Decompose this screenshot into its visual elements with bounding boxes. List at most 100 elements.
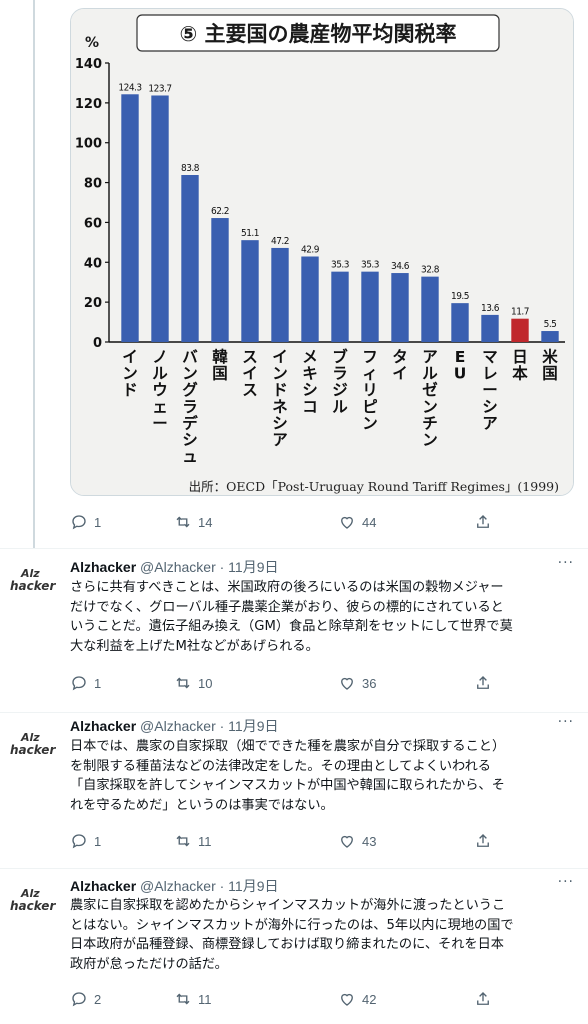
bar-1 xyxy=(151,95,169,342)
bar-value-label: 47.2 xyxy=(271,236,289,247)
tweet-text: さらに共有すべきことは、米国政府の後ろにいるのは米国の穀物メジャー だけでなく、… xyxy=(70,578,576,656)
author-handle-date[interactable]: @Alzhacker · 11月9日 xyxy=(140,559,279,575)
avatar[interactable]: Alz hacker xyxy=(8,730,60,774)
avatar-text-top: Alz xyxy=(21,731,40,744)
like-button[interactable]: 36 xyxy=(338,671,376,695)
author-name[interactable]: Alzhacker xyxy=(70,878,137,894)
tweet-text-line: 日本では、農家の自家採取（畑でできた種を農家が自分で採取すること） xyxy=(70,739,506,754)
like-button[interactable]: 44 xyxy=(338,510,376,534)
reply-count: 2 xyxy=(94,991,102,1007)
category-label: ノルウェー xyxy=(152,348,168,432)
bar-value-label: 11.7 xyxy=(511,307,529,318)
reply-icon xyxy=(72,676,86,691)
bar-11 xyxy=(451,303,469,342)
tweet-actions: 1 11 43 xyxy=(70,829,500,853)
tweet-text-line: 農家に自家採取を認めたからシャインマスカットが海外に渡ったというこ xyxy=(70,898,506,913)
reply-count: 1 xyxy=(94,675,102,691)
retweet-button[interactable]: 11 xyxy=(174,987,212,1011)
bar-value-label: 34.6 xyxy=(391,261,410,272)
category-label: インド xyxy=(122,348,138,399)
reply-button[interactable]: 2 xyxy=(70,987,101,1011)
tweet-divider xyxy=(0,868,588,869)
author-name[interactable]: Alzhacker xyxy=(70,559,137,575)
tweet-item[interactable]: Alz hacker Alzhacker @Alzhacker · 11月9日 … xyxy=(0,868,588,1024)
category-label: タイ xyxy=(392,348,408,383)
avatar[interactable]: Alz hacker xyxy=(8,566,60,610)
chart-source-note: 出所：OECD「Post-Uruguay Round Tariff Regime… xyxy=(189,479,559,494)
share-icon xyxy=(477,676,489,689)
y-tick-label: 60 xyxy=(84,216,102,231)
bar-5 xyxy=(271,247,289,342)
bar-value-label: 19.5 xyxy=(451,291,469,302)
bar-value-label: 35.3 xyxy=(361,260,379,271)
bar-value-label: 124.3 xyxy=(118,82,141,93)
share-icon xyxy=(477,834,489,847)
y-axis-unit-label: % xyxy=(85,35,99,51)
avatar-text-bottom: hacker xyxy=(10,899,56,913)
bar-value-label: 123.7 xyxy=(148,83,171,94)
bar-0 xyxy=(121,94,139,342)
author-name[interactable]: Alzhacker xyxy=(70,718,137,734)
tweet-text-line: 大な利益を上げたM社などがあげられる。 xyxy=(70,638,319,654)
reply-button[interactable]: 1 xyxy=(70,829,101,853)
retweet-button[interactable]: 14 xyxy=(174,510,212,534)
more-options-button[interactable]: ··· xyxy=(557,714,574,730)
tweet-header: Alzhacker @Alzhacker · 11月9日 xyxy=(70,716,279,736)
share-button[interactable] xyxy=(474,987,492,1011)
category-label: インドネシア xyxy=(272,348,288,449)
bar-10 xyxy=(421,276,439,342)
share-button[interactable] xyxy=(474,671,492,695)
tweet-actions: 1 14 44 xyxy=(70,510,500,534)
tweet-text-line: だけでなく、グローバル種子農薬企業がおり、彼らの標的にされていると xyxy=(70,599,504,615)
tweet-media-chart[interactable]: ⑤ 主要国の農産物平均関税率 % 0 20 40 60 80 100 120 140 124.… xyxy=(70,8,574,496)
retweet-icon xyxy=(176,835,190,847)
tweet-text: 農家に自家採取を認めたからシャインマスカットが海外に渡ったというこ とはない。シ… xyxy=(70,896,576,974)
bar-12 xyxy=(481,314,499,342)
retweet-button[interactable]: 11 xyxy=(174,829,212,853)
more-options-button[interactable]: ··· xyxy=(557,874,574,890)
share-button[interactable] xyxy=(474,510,492,534)
avatar[interactable]: Alz hacker xyxy=(8,886,60,930)
retweet-icon xyxy=(176,993,190,1005)
retweet-icon xyxy=(176,516,190,528)
like-count: 43 xyxy=(362,833,377,849)
avatar-text-top: Alz xyxy=(21,887,40,900)
retweet-count: 11 xyxy=(198,833,212,849)
avatar-text-top: Alz xyxy=(21,567,40,580)
bar-6 xyxy=(301,256,319,342)
y-tick-label: 100 xyxy=(75,137,102,152)
like-button[interactable]: 42 xyxy=(338,987,376,1011)
tweet-divider xyxy=(0,548,588,549)
more-options-button[interactable]: ··· xyxy=(557,555,574,571)
chart-title-box xyxy=(136,14,500,52)
retweet-count: 14 xyxy=(198,514,213,530)
category-label: バングラデシュ xyxy=(182,348,198,466)
author-handle-date[interactable]: @Alzhacker · 11月9日 xyxy=(140,718,279,734)
retweet-button[interactable]: 10 xyxy=(174,671,212,695)
category-label: スイス xyxy=(242,348,258,399)
tweet-text-line: いうことだ。遺伝子組み換え（GM）食品と除草剤をセットにして世界で莫 xyxy=(70,619,513,634)
like-count: 42 xyxy=(362,991,377,1007)
tweet-text-line: 日本政府が品種登録、商標登録しておけば取り締まれたのに、それを日本 xyxy=(70,937,504,952)
reply-button[interactable]: 1 xyxy=(70,671,101,695)
like-count: 36 xyxy=(362,675,377,691)
y-tick-label: 120 xyxy=(75,97,102,112)
bar-value-label: 51.1 xyxy=(241,228,259,239)
y-tick-label: 20 xyxy=(84,296,102,311)
tweet-item[interactable]: Alz hacker Alzhacker @Alzhacker · 11月9日 … xyxy=(0,712,588,872)
y-tick-label: 0 xyxy=(93,336,102,351)
y-tick-label: 40 xyxy=(84,256,102,271)
retweet-count: 11 xyxy=(198,991,212,1007)
tweet-item[interactable]: Alz hacker Alzhacker @Alzhacker · 11月9日 … xyxy=(0,548,588,712)
bar-7 xyxy=(331,271,349,342)
tweet-text-line: を制限する種苗法などの法律改定をした。その理由としてよくいわれる xyxy=(70,758,491,774)
share-button[interactable] xyxy=(474,829,492,853)
tweet-actions: 2 11 42 xyxy=(70,987,500,1011)
author-handle-date[interactable]: @Alzhacker · 11月9日 xyxy=(140,878,279,894)
reply-button[interactable]: 1 xyxy=(70,510,101,534)
like-button[interactable]: 43 xyxy=(338,829,376,853)
avatar-text-bottom: hacker xyxy=(10,579,56,593)
bar-4 xyxy=(241,240,259,342)
category-label: マレーシア xyxy=(482,348,498,432)
